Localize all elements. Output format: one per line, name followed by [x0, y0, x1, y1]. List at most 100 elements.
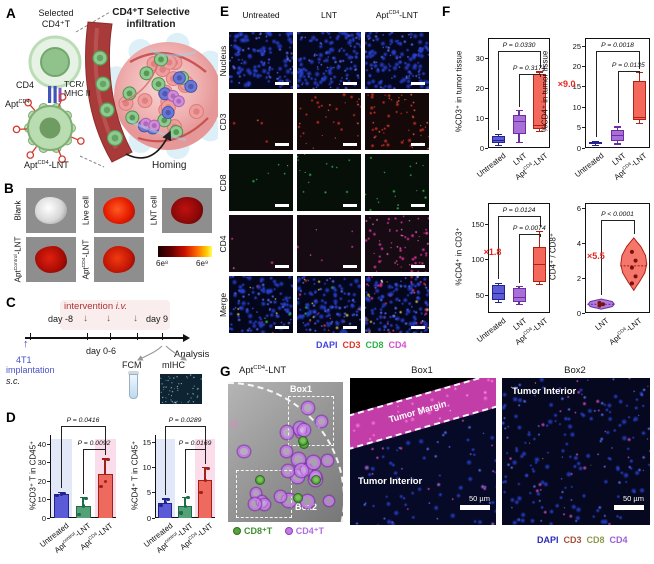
y-tick — [484, 147, 488, 149]
box1-outline — [288, 396, 334, 446]
whisker-cap-bottom — [494, 301, 502, 304]
sig-leg — [539, 234, 541, 237]
data-point — [59, 492, 64, 496]
whisker-lower — [497, 142, 499, 146]
sig-leg — [639, 71, 641, 74]
sig-line — [617, 71, 640, 72]
y-tick-label: 10 — [142, 463, 151, 473]
whisker-cap-top — [592, 140, 600, 143]
timeline-arrowhead — [183, 334, 190, 342]
selected-cd4t-label-1: Selected — [38, 8, 74, 18]
timeline-tick — [30, 333, 32, 340]
timeline-tick — [162, 333, 164, 340]
image-scale-bar — [343, 143, 357, 146]
tumor-blob — [103, 246, 135, 273]
b-label-aptcd4: AptCD4-LNT — [81, 239, 91, 280]
image-scale-bar — [343, 326, 357, 329]
whisker-upper — [616, 126, 619, 130]
legend-cd3: CD3 — [342, 340, 361, 350]
microscopy-image — [297, 276, 361, 333]
error-cap — [161, 498, 169, 500]
sig-leg — [498, 216, 500, 280]
sig-leg — [165, 426, 166, 495]
sig-leg — [185, 449, 186, 494]
panel-g-label: G — [220, 364, 231, 379]
g-legend-dapi: DAPI — [537, 535, 559, 545]
error-cap — [57, 491, 65, 493]
whisker-upper — [539, 71, 541, 74]
microscopy-image — [229, 93, 293, 150]
sig-line — [61, 426, 105, 427]
apt-lnt-label: AptCD4-LNT — [24, 160, 69, 170]
sig-line — [165, 426, 205, 427]
mihc-label: mIHC — [162, 360, 185, 370]
whisker-cap-bottom — [592, 144, 600, 146]
y-tick — [581, 66, 585, 68]
cd8-t-cell — [297, 436, 308, 447]
median-line — [512, 120, 526, 122]
microscopy-image — [229, 154, 293, 211]
panel-c-label: C — [6, 295, 16, 310]
data-point — [106, 458, 110, 462]
whisker-cap-top — [494, 133, 502, 135]
whisker-upper — [497, 283, 499, 286]
cd4-t-cell — [324, 496, 335, 507]
image-scale-bar — [275, 204, 289, 207]
tumor-blob — [35, 246, 67, 273]
intervention-text: intervention — [64, 301, 114, 312]
sig-leg — [617, 71, 619, 123]
b-label-blank: Blank — [13, 200, 23, 221]
g-box1-title: Box1 — [411, 365, 433, 376]
cd4-t-cell — [316, 416, 327, 427]
whisker-lower — [518, 302, 520, 305]
cd4-t-cell — [280, 426, 293, 439]
whisker-upper — [539, 231, 541, 247]
image-scale-bar — [343, 82, 357, 85]
cd4-cell-dot — [284, 527, 293, 535]
image-scale-bar — [343, 265, 357, 268]
y-tick-label: 10 — [37, 495, 46, 505]
sig-line — [83, 449, 105, 450]
tcr-label-2: MHC II — [64, 88, 91, 98]
y-tick-label: 5 — [146, 488, 151, 498]
analysis-label: Analysis — [174, 349, 210, 360]
microscopy-image — [297, 93, 361, 150]
e-col-lnt: LNT — [320, 10, 338, 20]
scale-bar — [460, 505, 490, 510]
y-tick-label: 100 — [471, 255, 484, 265]
implant-label-2: implantation — [6, 365, 55, 375]
data-point — [99, 485, 103, 489]
box — [491, 136, 505, 143]
sig-leg — [205, 449, 206, 464]
microscopy-image — [365, 215, 429, 272]
fcm-tube-icon — [129, 374, 138, 399]
median-line — [611, 135, 624, 137]
sig-leg — [595, 51, 597, 138]
y-axis-label: %CD4⁺ T in CD45⁺ — [130, 440, 140, 510]
sig-leg — [539, 74, 541, 77]
selected-cd4t-label-2: CD4⁺T — [41, 19, 71, 29]
timeline-axis — [25, 337, 183, 339]
image-scale-bar — [411, 82, 425, 85]
cd4-t-cell — [274, 491, 286, 502]
whisker-cap-top — [614, 126, 621, 128]
microscopy-image — [297, 32, 361, 89]
error-cap — [181, 496, 189, 499]
microscopy-image — [297, 154, 361, 211]
y-tick — [151, 492, 155, 494]
panel-a-illustration — [12, 11, 218, 168]
x-category-label: AptCD4-LNT — [607, 316, 644, 347]
sig-p-value: P = 0.3174 — [512, 64, 546, 72]
whisker-lower — [539, 129, 541, 132]
e-row-cd4: CD4 — [218, 235, 228, 253]
median-line — [533, 264, 547, 266]
tube-cap-icon — [128, 371, 139, 375]
y-axis-label: %CD3⁺ T in CD45⁺ — [28, 440, 38, 510]
box — [512, 288, 526, 303]
error-cap — [101, 458, 109, 460]
y-tick — [581, 147, 585, 149]
data-point — [55, 494, 59, 498]
microscopy-image — [365, 276, 429, 333]
image-scale-bar — [411, 326, 425, 329]
timeline-tick — [110, 333, 112, 340]
